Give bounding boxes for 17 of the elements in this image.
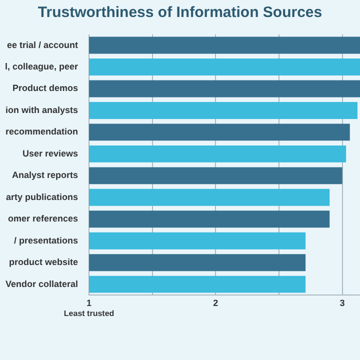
y-tick-label: product website: [9, 257, 78, 268]
chart-title: Trustworthiness of Information Sources: [36, 3, 324, 23]
x-tick-label: 2: [213, 298, 218, 308]
x-tick-label: 3: [340, 298, 345, 308]
y-tick-label: User reviews: [22, 148, 78, 158]
text: Least trusted: [64, 309, 114, 318]
y-tick-label: / presentations: [14, 235, 78, 246]
y-tick-label: Product demos: [12, 83, 78, 94]
x-tick-label: 1: [86, 298, 92, 308]
y-tick-label: Analyst reports: [12, 170, 78, 180]
y-tick-label: ion with analysts: [6, 104, 78, 115]
y-tick-label: Vendor collateral: [5, 278, 78, 289]
y-tick-label: recommendation: [6, 126, 78, 137]
y-tick-label: l, colleague, peer: [4, 61, 79, 72]
y-tick-label: ee trial / account: [6, 40, 78, 50]
y-tick-label: arty publications: [6, 192, 78, 202]
y-tick-label: omer references: [8, 214, 78, 224]
